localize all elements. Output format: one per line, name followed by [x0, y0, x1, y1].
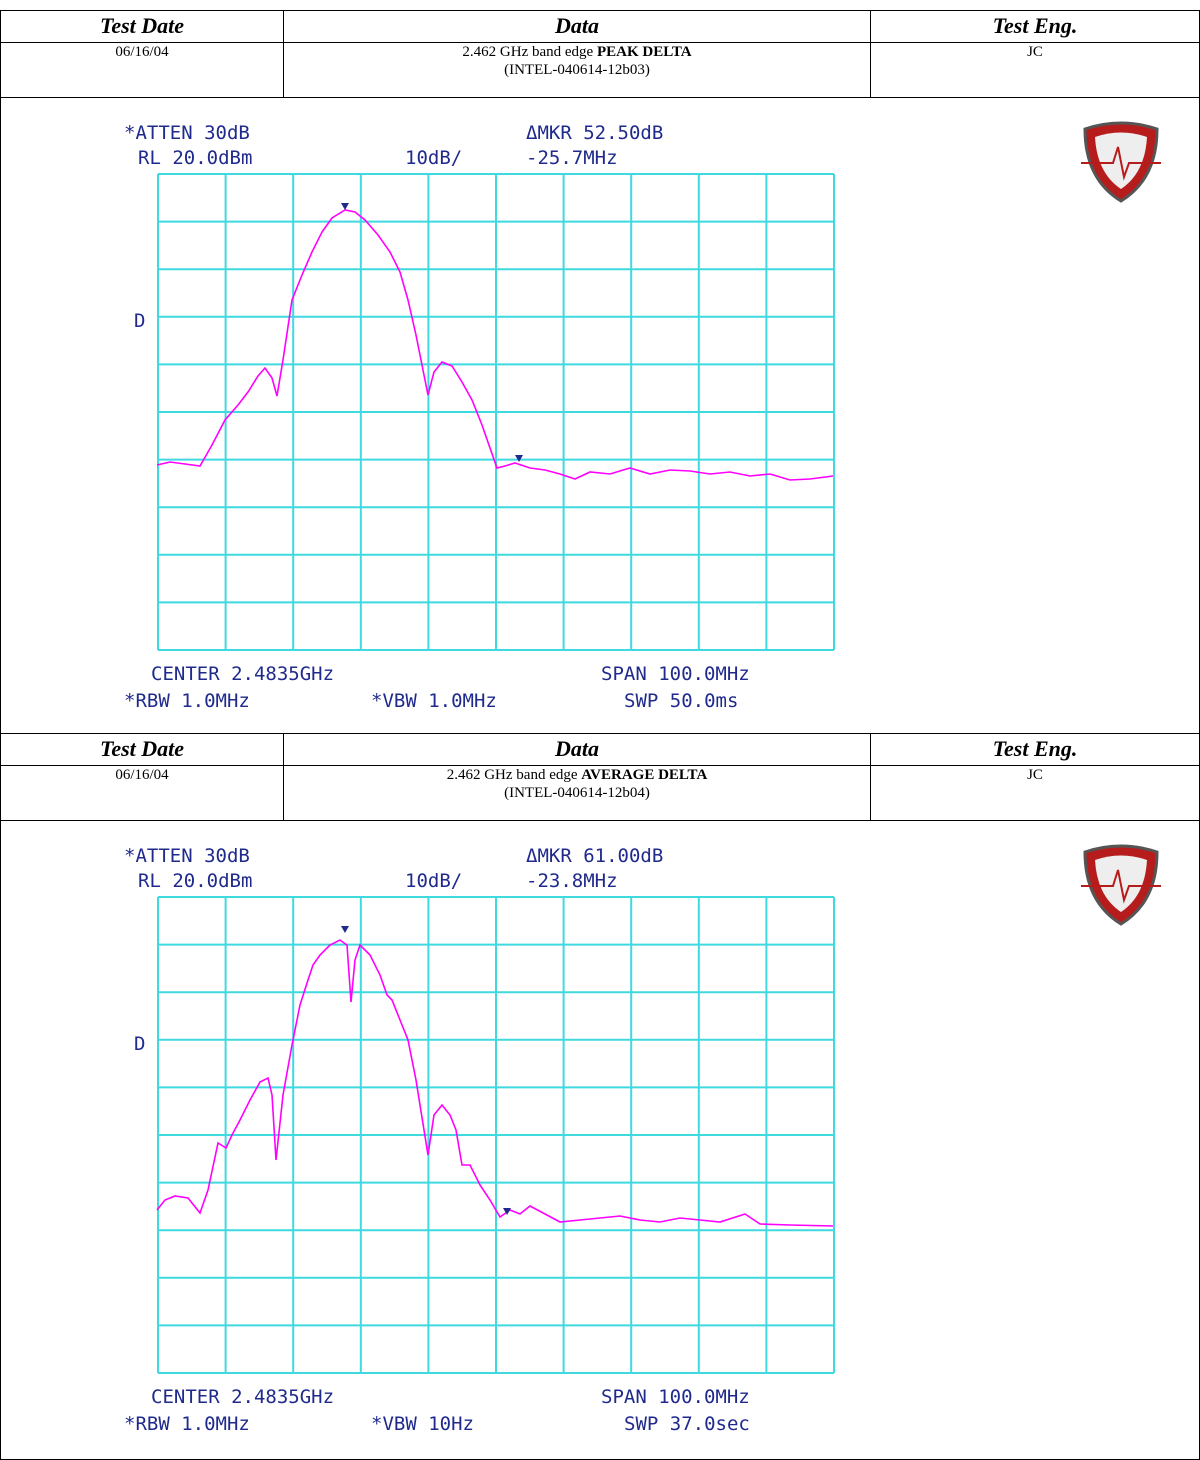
screen-label: *RBW 1.0MHz [124, 690, 250, 712]
analyzer-screen: *ATTEN 30dB RL 20.0dBm 10dB/ΔMKR 52.50dB -2… [124, 121, 1161, 712]
screen-label: 10dB/ [405, 147, 462, 169]
screen-label: SWP 37.0sec [624, 1413, 750, 1435]
plot-cell: *ATTEN 30dB RL 20.0dBm 10dB/ΔMKR 52.50dB -2… [0, 97, 1200, 734]
date-cell: 06/16/04 [0, 42, 284, 98]
screen-label: *ATTEN 30dB [124, 845, 250, 867]
screen-label: ΔMKR 52.50dB [526, 122, 663, 144]
data-text: 2.462 GHz band edge [462, 44, 597, 60]
screen-label: D [134, 1033, 145, 1055]
screen-label: *RBW 1.0MHz [124, 1413, 250, 1435]
data-title: AVERAGE DELTA [581, 767, 708, 783]
data-id: (INTEL-040614-12b04) [504, 785, 650, 801]
engineer-cell: JC [870, 765, 1200, 821]
screen-label: -23.8MHz [526, 870, 618, 892]
data-text: 2.462 GHz band edge [446, 767, 582, 783]
engineer-cell: JC [870, 42, 1200, 98]
logo [1081, 844, 1161, 926]
header-cell: Test Date [0, 10, 284, 43]
data-cell: 2.462 GHz band edge AVERAGE DELTA (INTEL-… [283, 765, 871, 821]
plot-cell: *ATTEN 30dB RL 20.0dBm 10dB/ΔMKR 61.00dB -2… [0, 820, 1200, 1460]
header-cell: Test Eng. [870, 10, 1200, 43]
screen-label: SPAN 100.0MHz [601, 1386, 750, 1408]
analyzer-screen: *ATTEN 30dB RL 20.0dBm 10dB/ΔMKR 61.00dB -2… [124, 844, 1161, 1435]
grid [157, 896, 835, 1374]
data-id: (INTEL-040614-12b03) [504, 62, 650, 78]
logo-wave [1081, 146, 1161, 181]
grid [157, 173, 835, 651]
date-cell: 06/16/04 [0, 765, 284, 821]
logo [1081, 121, 1161, 203]
header-cell: Data [283, 733, 871, 766]
screen-label: SWP 50.0ms [624, 690, 738, 712]
screen-label: CENTER 2.4835GHz [151, 663, 334, 685]
screen-label: *VBW 1.0MHz [371, 690, 497, 712]
data-cell: 2.462 GHz band edge PEAK DELTA (INTEL-040… [283, 42, 871, 98]
header-cell: Test Eng. [870, 733, 1200, 766]
screen-label: CENTER 2.4835GHz [151, 1386, 334, 1408]
screen-label: RL 20.0dBm [138, 870, 252, 892]
screen-label: SPAN 100.0MHz [601, 663, 750, 685]
header-cell: Data [283, 10, 871, 43]
header-cell: Test Date [0, 733, 284, 766]
screen-label: *ATTEN 30dB [124, 122, 250, 144]
screen-label: *VBW 10Hz [371, 1413, 474, 1435]
screen-label: RL 20.0dBm [138, 147, 252, 169]
screen-label: ΔMKR 61.00dB [526, 845, 663, 867]
data-title: PEAK DELTA [596, 44, 692, 60]
screen-label: D [134, 310, 145, 332]
screen-label: -25.7MHz [526, 147, 618, 169]
screen-label: 10dB/ [405, 870, 462, 892]
logo-wave [1081, 869, 1161, 904]
